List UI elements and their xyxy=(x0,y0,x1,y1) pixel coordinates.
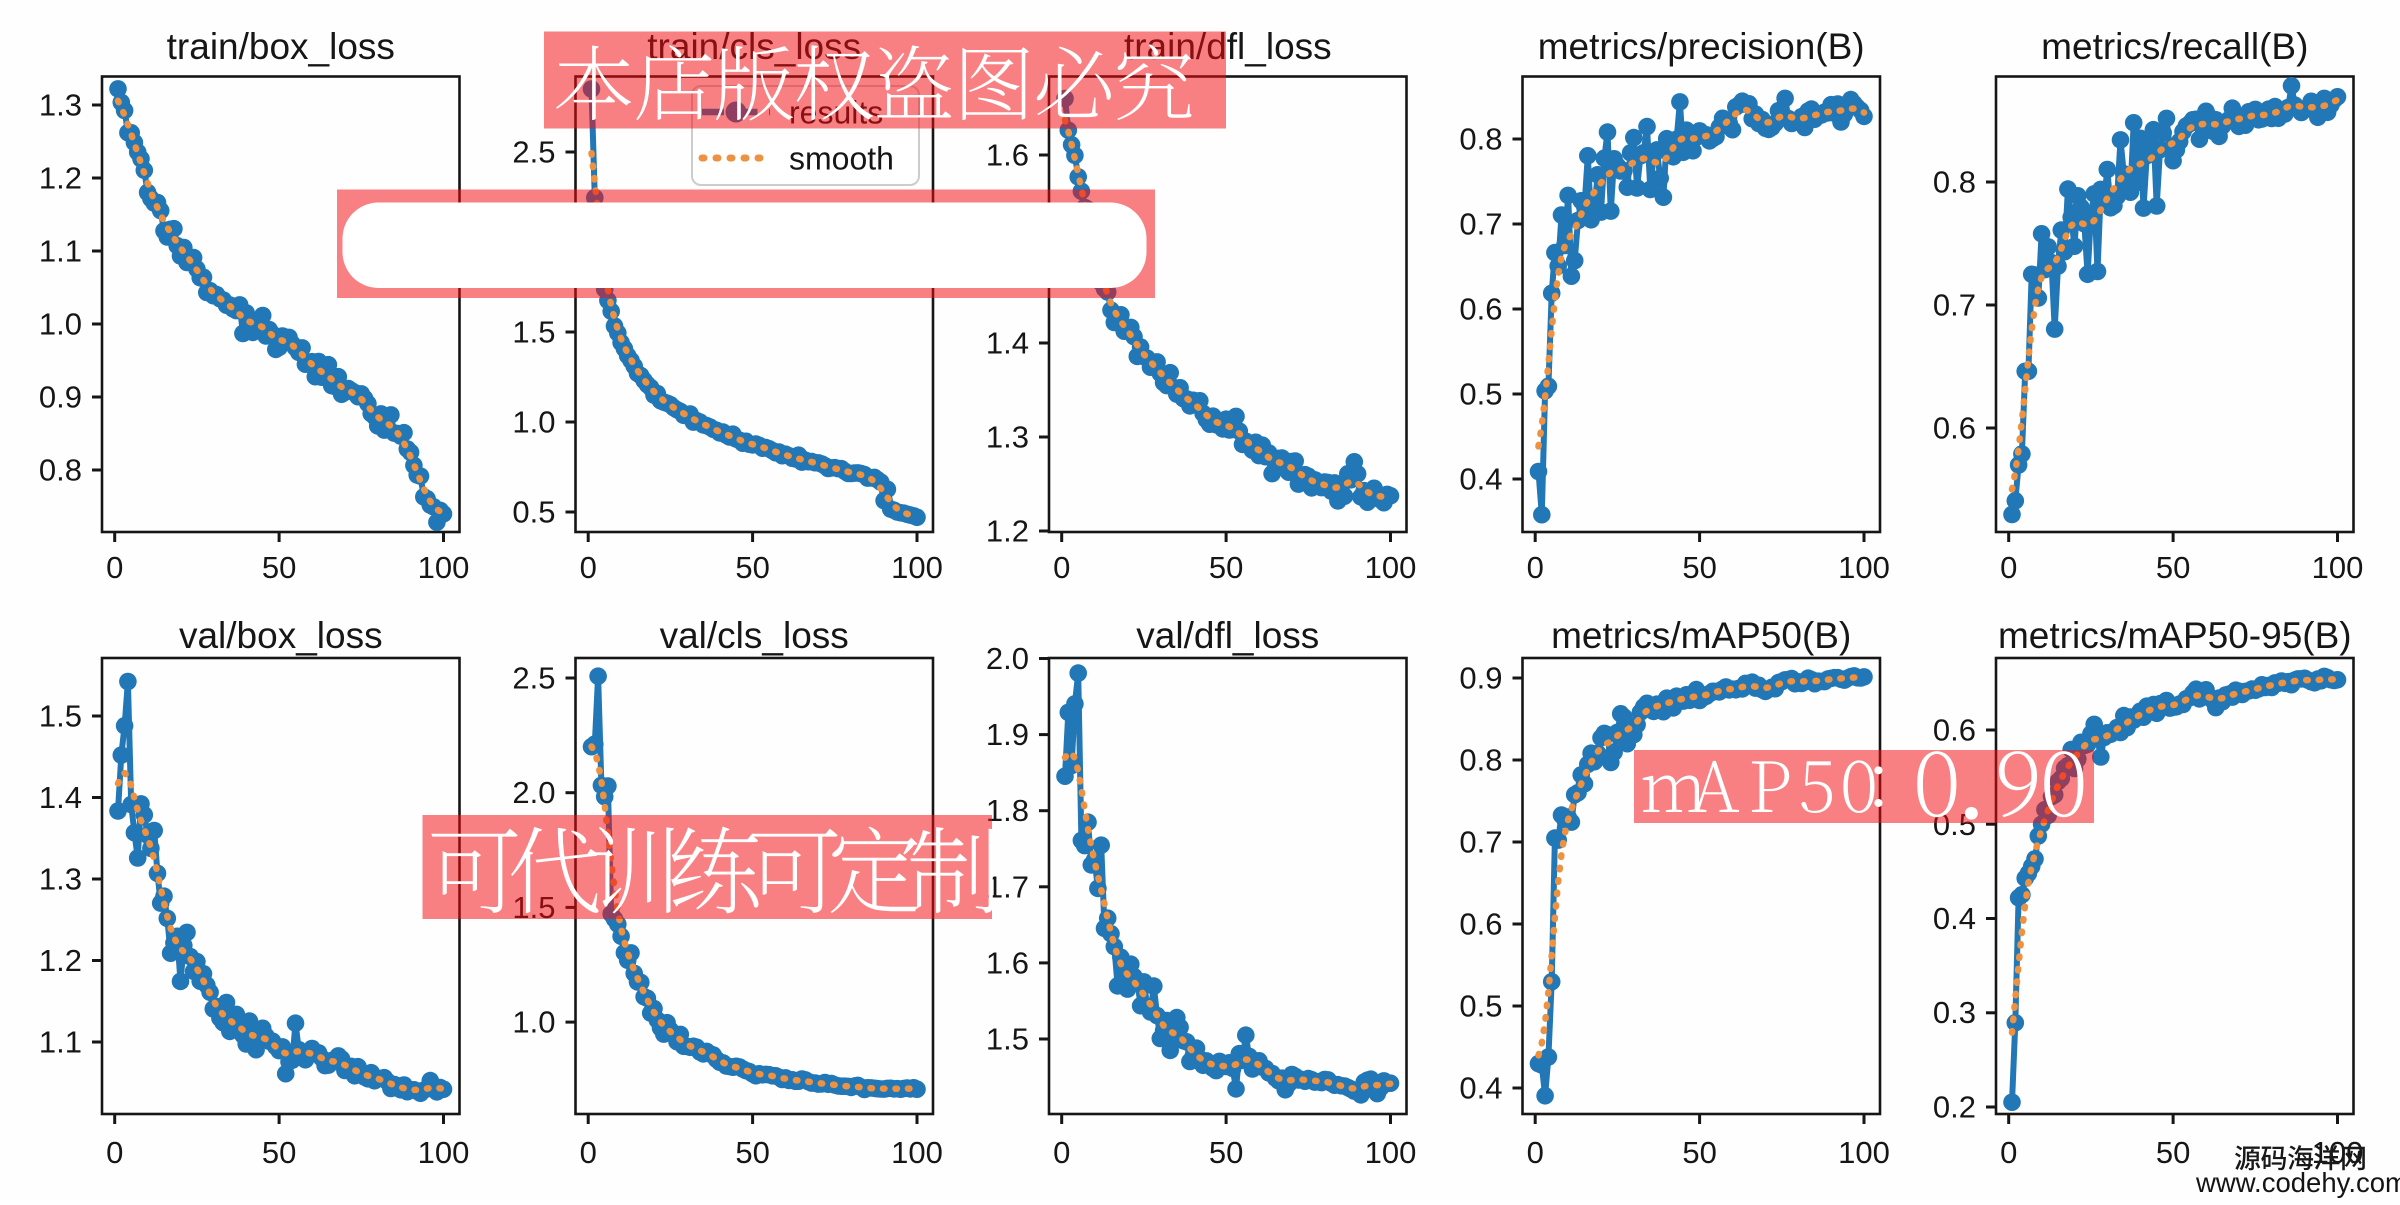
svg-text:1.2: 1.2 xyxy=(39,161,82,196)
svg-text:1.1: 1.1 xyxy=(39,1025,82,1060)
svg-text:1.3: 1.3 xyxy=(39,862,82,897)
svg-text:1.3: 1.3 xyxy=(986,420,1029,455)
svg-text:metrics/mAP50-95(B): metrics/mAP50-95(B) xyxy=(1998,615,2352,656)
svg-text:0.4: 0.4 xyxy=(1933,901,1976,936)
svg-text:2.0: 2.0 xyxy=(512,775,555,810)
svg-text:1.6: 1.6 xyxy=(986,945,1029,980)
svg-text:val/cls_loss: val/cls_loss xyxy=(660,615,849,656)
svg-text:1.0: 1.0 xyxy=(39,307,82,342)
svg-text:50: 50 xyxy=(1209,1135,1243,1170)
svg-text:train/box_loss: train/box_loss xyxy=(167,26,395,67)
svg-text:0.6: 0.6 xyxy=(1459,907,1502,942)
svg-text:1.0: 1.0 xyxy=(512,1005,555,1040)
svg-text:50: 50 xyxy=(735,1135,769,1170)
svg-text:0.8: 0.8 xyxy=(1933,165,1976,200)
svg-text:50: 50 xyxy=(262,1135,296,1170)
svg-text:0.9: 0.9 xyxy=(39,380,82,415)
svg-text:2.5: 2.5 xyxy=(512,135,555,170)
svg-text:1.1: 1.1 xyxy=(39,234,82,269)
svg-text:1.5: 1.5 xyxy=(39,699,82,734)
svg-text:0.5: 0.5 xyxy=(512,495,555,530)
svg-text:1.4: 1.4 xyxy=(986,326,1029,361)
svg-text:50: 50 xyxy=(2156,550,2190,585)
svg-text:1.7: 1.7 xyxy=(986,869,1029,904)
svg-text:0: 0 xyxy=(580,550,597,585)
svg-text:0.7: 0.7 xyxy=(1459,825,1502,860)
svg-text:0: 0 xyxy=(2000,1135,2017,1170)
svg-text:1.5: 1.5 xyxy=(986,1022,1029,1057)
svg-text:100: 100 xyxy=(2312,550,2364,585)
svg-text:0: 0 xyxy=(2000,550,2017,585)
svg-text:50: 50 xyxy=(262,550,296,585)
svg-text:0.8: 0.8 xyxy=(1459,743,1502,778)
svg-text:0.5: 0.5 xyxy=(1459,989,1502,1024)
svg-text:0: 0 xyxy=(1527,550,1544,585)
svg-text:50: 50 xyxy=(1682,550,1716,585)
svg-text:100: 100 xyxy=(418,1135,470,1170)
svg-text:50: 50 xyxy=(735,550,769,585)
svg-text:metrics/mAP50(B): metrics/mAP50(B) xyxy=(1551,615,1851,656)
svg-text:smooth: smooth xyxy=(789,141,894,177)
svg-text:1.8: 1.8 xyxy=(986,793,1029,828)
svg-text:0: 0 xyxy=(580,1135,597,1170)
svg-text:50: 50 xyxy=(2156,1135,2190,1170)
svg-text:val/box_loss: val/box_loss xyxy=(179,615,383,656)
svg-text:www.codehy.com: www.codehy.com xyxy=(2195,1167,2400,1198)
svg-text:0.8: 0.8 xyxy=(39,453,82,488)
svg-text:0.6: 0.6 xyxy=(1933,411,1976,446)
svg-text:0.5: 0.5 xyxy=(1459,377,1502,412)
svg-text:1.3: 1.3 xyxy=(39,88,82,123)
svg-text:1.6: 1.6 xyxy=(986,138,1029,173)
svg-text:0.6: 0.6 xyxy=(1459,292,1502,327)
svg-text:0: 0 xyxy=(1527,1135,1544,1170)
svg-text:val/dfl_loss: val/dfl_loss xyxy=(1136,615,1319,656)
svg-text:metrics/recall(B): metrics/recall(B) xyxy=(2041,26,2308,67)
svg-text:0: 0 xyxy=(106,550,123,585)
svg-text:1.0: 1.0 xyxy=(512,405,555,440)
svg-text:0.6: 0.6 xyxy=(1933,713,1976,748)
svg-text:100: 100 xyxy=(891,1135,943,1170)
svg-text:100: 100 xyxy=(418,550,470,585)
svg-text:0.4: 0.4 xyxy=(1459,1071,1502,1106)
svg-text:0.4: 0.4 xyxy=(1459,462,1502,497)
svg-text:2.0: 2.0 xyxy=(986,641,1029,676)
svg-text:0: 0 xyxy=(1053,550,1070,585)
svg-text:metrics/precision(B): metrics/precision(B) xyxy=(1538,26,1865,67)
svg-text:50: 50 xyxy=(1209,550,1243,585)
svg-text:100: 100 xyxy=(891,550,943,585)
svg-text:1.4: 1.4 xyxy=(39,780,82,815)
svg-text:1.5: 1.5 xyxy=(512,315,555,350)
svg-text:100: 100 xyxy=(1365,550,1417,585)
svg-text:100: 100 xyxy=(1838,550,1890,585)
svg-text:0.7: 0.7 xyxy=(1459,207,1502,242)
svg-text:0: 0 xyxy=(106,1135,123,1170)
svg-text:50: 50 xyxy=(1682,1135,1716,1170)
svg-text:1.9: 1.9 xyxy=(986,717,1029,752)
svg-text:0.9: 0.9 xyxy=(1459,661,1502,696)
svg-text:0.3: 0.3 xyxy=(1933,995,1976,1030)
svg-text:2.5: 2.5 xyxy=(512,661,555,696)
svg-text:1.2: 1.2 xyxy=(986,514,1029,549)
svg-text:0.7: 0.7 xyxy=(1933,288,1976,323)
svg-text:0.8: 0.8 xyxy=(1459,122,1502,157)
svg-text:100: 100 xyxy=(1838,1135,1890,1170)
svg-text:1.2: 1.2 xyxy=(39,943,82,978)
svg-text:0: 0 xyxy=(1053,1135,1070,1170)
svg-text:0.2: 0.2 xyxy=(1933,1090,1976,1125)
svg-text:100: 100 xyxy=(1365,1135,1417,1170)
